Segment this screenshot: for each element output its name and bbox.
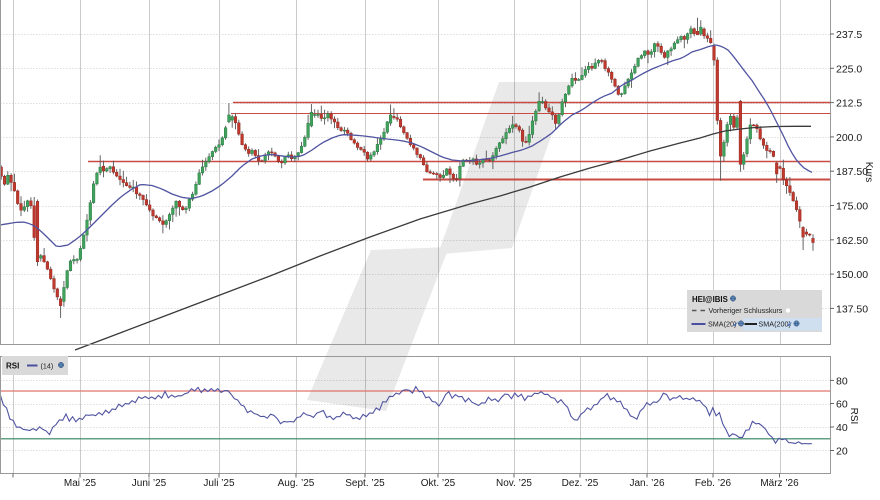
svg-text:Juni ’25: Juni ’25: [132, 478, 167, 489]
svg-text:Vorheriger Schlusskurs: Vorheriger Schlusskurs: [709, 306, 783, 315]
svg-text:Aug. ’25: Aug. ’25: [278, 478, 315, 489]
svg-text:Jan. ’26: Jan. ’26: [629, 478, 664, 489]
svg-text:225.0: 225.0: [836, 63, 862, 75]
svg-text:175.00: 175.00: [836, 201, 868, 213]
svg-text:SMA(200): SMA(200): [759, 320, 791, 329]
svg-text:60: 60: [836, 399, 848, 411]
svg-text:20: 20: [836, 446, 848, 458]
svg-text:HEI@IBIS: HEI@IBIS: [692, 295, 728, 304]
svg-text:Nov. ’25: Nov. ’25: [496, 478, 532, 489]
svg-text:80: 80: [836, 375, 848, 387]
svg-text:Juli ’25: Juli ’25: [203, 478, 235, 489]
svg-text:Feb. ’26: Feb. ’26: [695, 478, 732, 489]
svg-text:150.00: 150.00: [836, 269, 868, 281]
svg-text:40: 40: [836, 422, 848, 434]
svg-text:RSI: RSI: [6, 362, 19, 371]
svg-text:212.5: 212.5: [836, 98, 862, 110]
svg-text:187.50: 187.50: [836, 166, 868, 178]
svg-text:200.0: 200.0: [836, 132, 862, 144]
svg-text:(14): (14): [41, 362, 54, 371]
svg-text:✔: ✔: [733, 322, 739, 329]
svg-text:RSI: RSI: [848, 408, 859, 425]
svg-text:Kurs: Kurs: [863, 162, 874, 183]
svg-text:März ’26: März ’26: [760, 478, 799, 489]
svg-text:137.50: 137.50: [836, 303, 868, 315]
svg-text:162.50: 162.50: [836, 235, 868, 247]
svg-text:Dez. ’25: Dez. ’25: [562, 478, 599, 489]
svg-text:237.5: 237.5: [836, 29, 862, 41]
svg-text:SMA(20): SMA(20): [708, 320, 736, 329]
svg-text:Sept. ’25: Sept. ’25: [345, 478, 385, 489]
svg-text:✔: ✔: [787, 322, 793, 329]
svg-text:Mai ’25: Mai ’25: [64, 478, 97, 489]
svg-text:Okt. ’25: Okt. ’25: [421, 478, 456, 489]
